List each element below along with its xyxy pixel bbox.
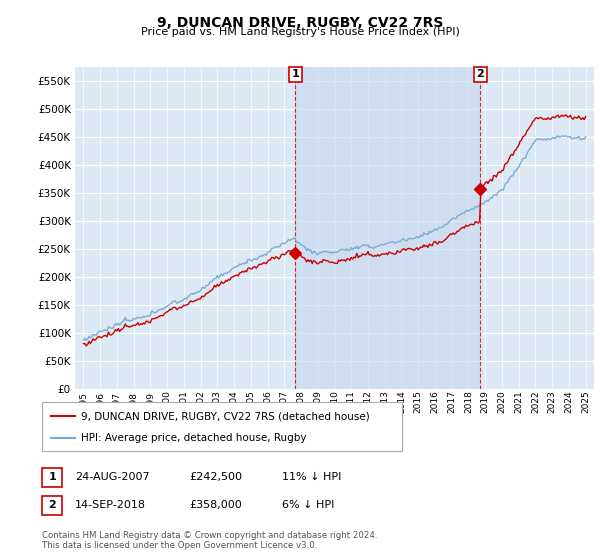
Text: 2: 2 [49,500,56,510]
Bar [295,67,481,389]
Text: £242,500: £242,500 [189,472,242,482]
Text: 9, DUNCAN DRIVE, RUGBY, CV22 7RS (detached house): 9, DUNCAN DRIVE, RUGBY, CV22 7RS (detach… [81,411,370,421]
Text: £358,000: £358,000 [189,500,242,510]
Text: 6% ↓ HPI: 6% ↓ HPI [282,500,334,510]
Text: 24-AUG-2007: 24-AUG-2007 [75,472,149,482]
Text: 2: 2 [476,69,484,80]
Text: Contains HM Land Registry data © Crown copyright and database right 2024.
This d: Contains HM Land Registry data © Crown c… [42,531,377,550]
Text: 1: 1 [291,69,299,80]
Text: 14-SEP-2018: 14-SEP-2018 [75,500,146,510]
Text: 9, DUNCAN DRIVE, RUGBY, CV22 7RS: 9, DUNCAN DRIVE, RUGBY, CV22 7RS [157,16,443,30]
Text: 11% ↓ HPI: 11% ↓ HPI [282,472,341,482]
Text: HPI: Average price, detached house, Rugby: HPI: Average price, detached house, Rugb… [81,433,307,444]
Text: Price paid vs. HM Land Registry's House Price Index (HPI): Price paid vs. HM Land Registry's House … [140,27,460,37]
Text: 1: 1 [49,472,56,482]
